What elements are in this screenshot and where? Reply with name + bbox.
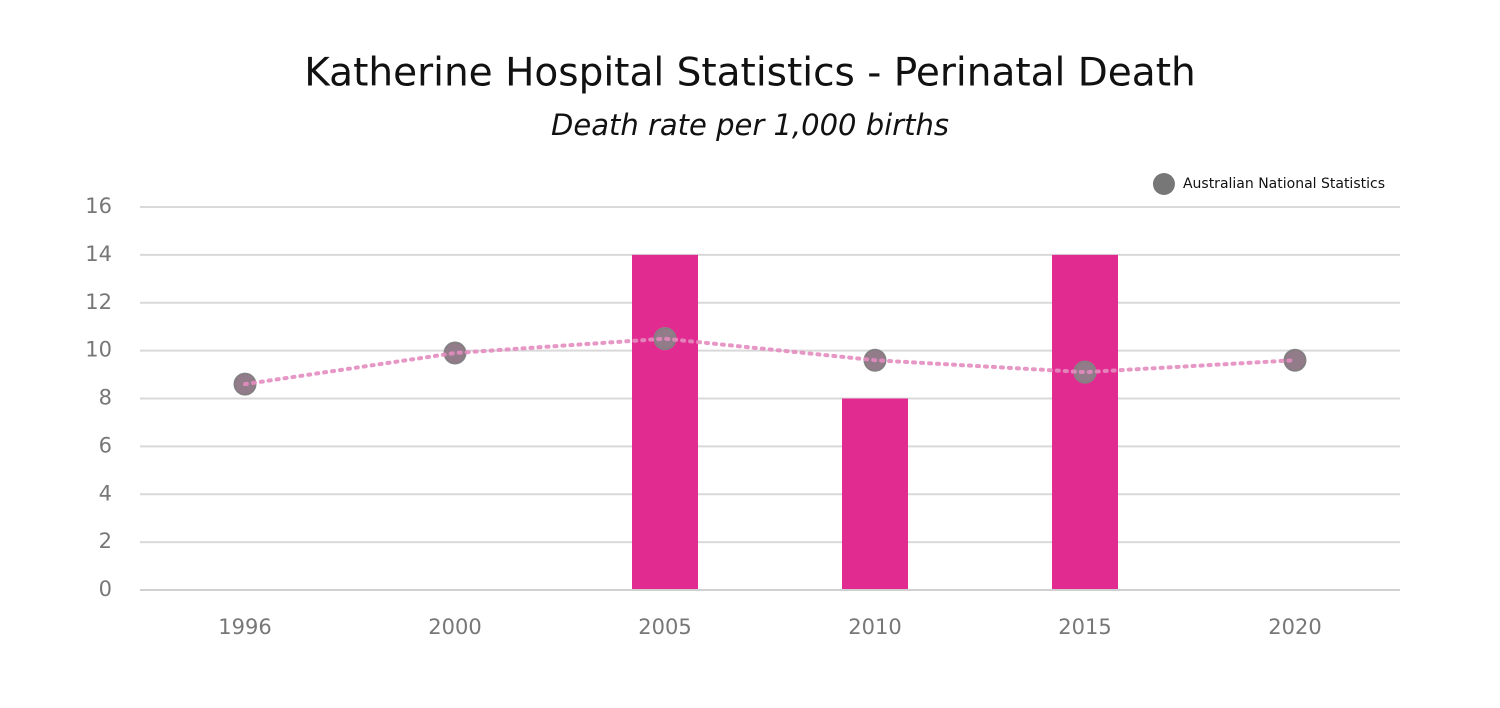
chart-subtitle: Death rate per 1,000 births: [551, 108, 949, 142]
y-tick-label: 14: [85, 242, 112, 266]
y-tick-label: 0: [99, 577, 112, 601]
y-tick-label: 8: [99, 386, 112, 410]
legend-label: Australian National Statistics: [1183, 176, 1385, 192]
chart-title: Katherine Hospital Statistics - Perinata…: [304, 51, 1195, 96]
bar: [632, 254, 698, 590]
y-tick-label: 16: [85, 194, 112, 218]
x-tick-label: 2020: [1268, 615, 1321, 639]
line-marker-tint: [235, 374, 255, 395]
line-marker-tint: [445, 343, 465, 364]
legend-marker: [1152, 173, 1175, 195]
line-marker-tint: [865, 350, 885, 371]
bar: [1052, 254, 1118, 590]
y-tick-label: 2: [99, 529, 112, 553]
y-tick-label: 6: [99, 433, 112, 457]
x-tick-label: 2010: [848, 615, 901, 639]
x-tick-label: 2000: [428, 615, 481, 639]
y-tick-label: 12: [85, 290, 112, 314]
x-tick-label: 2005: [638, 615, 691, 639]
line: [243, 336, 1297, 387]
y-tick-label: 4: [99, 481, 112, 505]
bar: [842, 398, 908, 590]
y-tick-label: 10: [85, 338, 112, 362]
line-marker-tint: [655, 328, 675, 349]
line-marker-tint: [1285, 350, 1305, 371]
x-tick-label: 1996: [218, 615, 271, 639]
line-marker-tint: [1075, 362, 1095, 383]
x-tick-label: 2015: [1058, 615, 1111, 639]
